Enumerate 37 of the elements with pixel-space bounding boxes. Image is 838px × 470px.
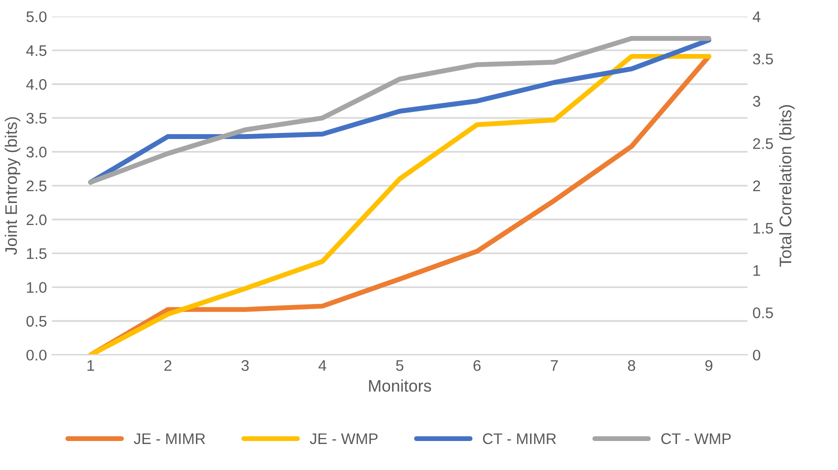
x-tick-label: 3 — [241, 360, 249, 371]
y2-tick-label: 2.5 — [753, 138, 773, 150]
y2-tick-label: 2 — [753, 180, 760, 192]
y2-tick-label: 0.5 — [752, 307, 773, 318]
y-tick-label: 3.0 — [26, 146, 46, 158]
y2-tick-label: 3.5 — [752, 54, 773, 64]
y-tick-label: 0.0 — [26, 350, 46, 361]
y-tick-label: 1.0 — [27, 282, 46, 293]
x-tick-label: 6 — [474, 360, 481, 371]
y2-tick-label: 3 — [752, 96, 760, 107]
x-tick-label: 2 — [164, 360, 172, 371]
y-tick-label: 1.5 — [27, 248, 46, 260]
x-tick-label: 4 — [318, 360, 326, 371]
y-tick-label: 4.5 — [26, 45, 46, 56]
legend-label: JE - WMP — [310, 433, 378, 444]
x-tick-label: 5 — [396, 360, 404, 371]
y2-tick-label: 1 — [754, 265, 760, 276]
legend-label: CT - WMP — [661, 433, 731, 444]
legend-label: JE - MIMR — [134, 433, 206, 444]
y2-axis-title: Total Correlation (bits) — [779, 105, 795, 267]
y-tick-label: 2.0 — [26, 214, 46, 226]
x-axis-title: Monitors — [369, 380, 432, 392]
line-series — [88, 54, 712, 355]
y-tick-label: 4.0 — [26, 79, 46, 90]
y-tick-label: 0.5 — [26, 316, 46, 327]
y2-tick-label: 0 — [752, 350, 760, 361]
y-tick-label: 3.5 — [26, 112, 46, 124]
y-axis-title: Joint Entropy (bits) — [4, 117, 20, 255]
legend-label: CT - MIMR — [483, 433, 556, 444]
x-tick-label: 7 — [550, 360, 558, 371]
y2-tick-label: 4 — [752, 11, 760, 22]
x-tick-label: 8 — [628, 360, 636, 371]
x-tick-label: 1 — [88, 360, 94, 371]
y-tick-label: 5.0 — [26, 11, 46, 22]
x-tick-label: 9 — [705, 360, 712, 371]
y2-tick-label: 1.5 — [754, 222, 773, 234]
y-tick-label: 2.5 — [26, 180, 46, 192]
